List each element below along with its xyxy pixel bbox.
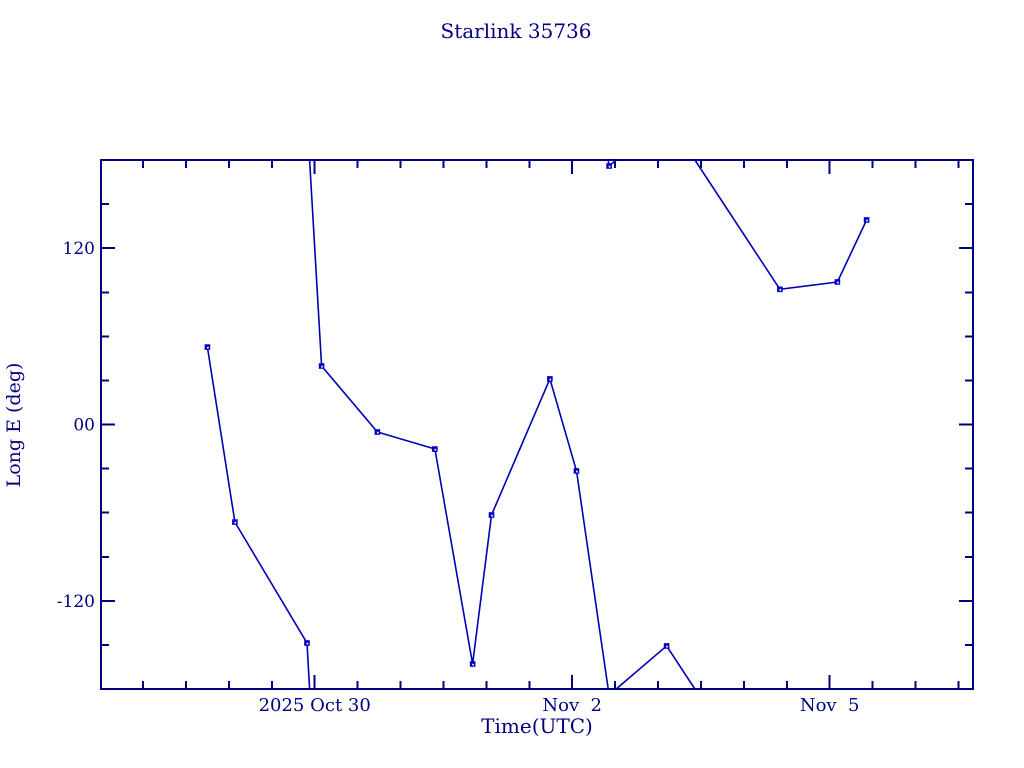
data-point-marker-center (866, 219, 868, 222)
axis-ticks (101, 160, 973, 689)
data-point-marker-center (491, 514, 493, 517)
data-line (694, 159, 868, 291)
y-axis-label: Long E (deg) (3, 363, 25, 488)
data-point-marker-center (836, 281, 839, 284)
data-line (308, 159, 609, 690)
data-point-marker-center (779, 289, 782, 291)
x-axis-label: Time(UTC) (481, 714, 593, 738)
data-line (206, 346, 311, 690)
plot-frame-rect (100, 159, 974, 690)
data-point-marker-center (472, 663, 474, 666)
y-tick-label: 00 (73, 416, 95, 436)
data-point-marker-center (207, 346, 209, 349)
data-point-marker-center (234, 521, 237, 524)
x-tick-label: 2025 Oct 30 (259, 695, 371, 716)
data-point-marker-center (549, 378, 552, 381)
data-line (615, 644, 696, 690)
chart-title: Starlink 35736 (441, 19, 592, 43)
x-tick-label: Nov 5 (800, 695, 860, 716)
plot-frame (100, 159, 974, 690)
data-point-marker-center (434, 448, 437, 451)
data-point-marker-center (306, 642, 309, 645)
y-tick-label: -120 (57, 592, 95, 612)
data-point-marker-center (321, 365, 323, 368)
data-point-marker-center (376, 431, 379, 434)
tick-labels: 2025 Oct 30 Nov 2 Nov 5 120 00 -120 (57, 239, 860, 716)
y-tick-label: 120 (63, 239, 95, 259)
data-point-marker-center (666, 645, 668, 648)
x-tick-label: Nov 2 (542, 695, 602, 716)
data-series (204, 159, 870, 690)
data-point-marker-center (576, 470, 578, 473)
data-point-marker-center (608, 165, 611, 168)
